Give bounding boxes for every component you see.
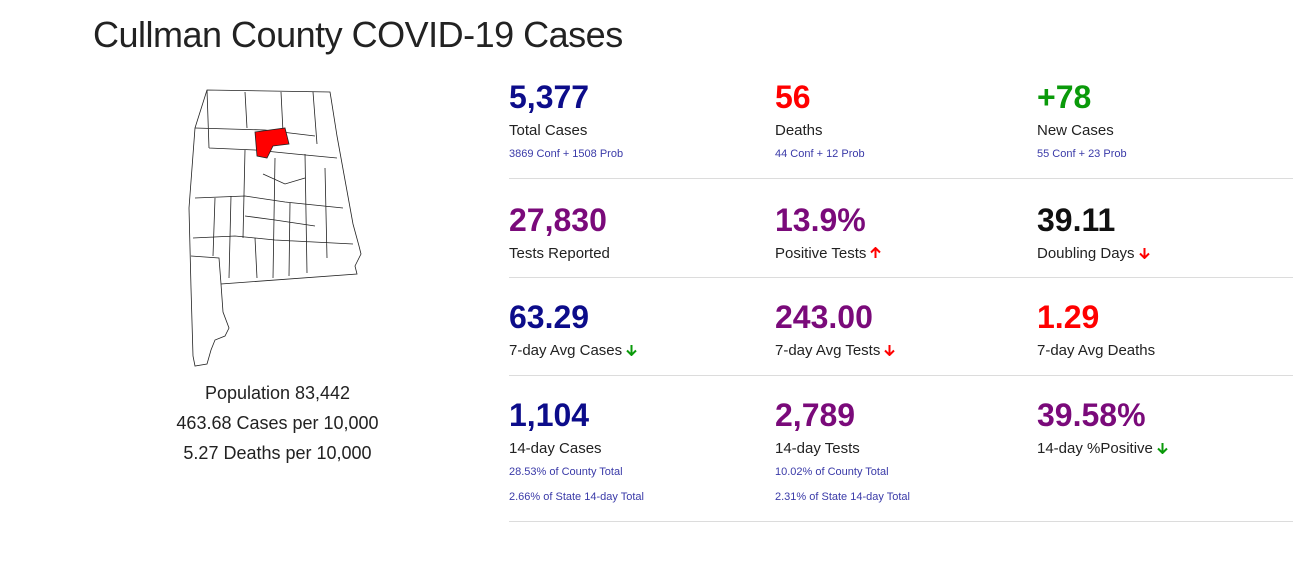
stat-label: Tests Reported [509, 245, 610, 262]
state-outline [188, 89, 362, 367]
stat-sub: 3869 Conf + 1508 Prob [509, 148, 624, 160]
stat-14day-tests: 2,789 14-day Tests 10.02% of County Tota… [775, 394, 910, 503]
stat-value: 27,830 [509, 202, 607, 238]
stat-label: 7-day Avg Deaths [1037, 342, 1156, 359]
down-arrow-icon [626, 345, 637, 356]
stat-sub: 55 Conf + 23 Prob [1037, 148, 1127, 160]
stat-deaths: 56 Deaths 44 Conf + 12 Prob [775, 76, 865, 160]
stat-14day-cases: 1,104 14-day Cases 28.53% of County Tota… [509, 394, 644, 503]
stat-sub: 44 Conf + 12 Prob [775, 148, 865, 160]
stat-label: New Cases [1037, 122, 1114, 139]
stat-7day-avg-deaths: 1.29 7-day Avg Deaths [1037, 296, 1155, 359]
stat-value: 1.29 [1037, 299, 1100, 335]
stat-sub: 28.53% of County Total [509, 466, 623, 478]
page-title: Cullman County COVID-19 Cases [93, 14, 623, 55]
down-arrow-icon [884, 345, 896, 356]
stat-label-wrap: 7-day Avg Tests [775, 342, 896, 359]
stat-label: 7-day Avg Tests [775, 342, 881, 359]
stat-value: 39.58% [1037, 397, 1146, 433]
stat-value: 63.29 [509, 299, 590, 335]
down-arrow-icon [1138, 248, 1150, 259]
stat-total-cases: 5,377 Total Cases 3869 Conf + 1508 Prob [509, 76, 623, 160]
stat-value: 13.9% [775, 202, 866, 238]
stat-label: Doubling Days [1037, 245, 1135, 262]
stat-value: 2,789 [775, 397, 856, 433]
stat-sub: 2.31% of State 14-day Total [775, 491, 910, 503]
stat-label: Deaths [775, 122, 823, 139]
stat-value: +78 [1037, 79, 1092, 115]
stat-label: Total Cases [509, 122, 588, 139]
stat-14day-positive: 39.58% 14-day %Positive [1037, 394, 1169, 457]
stat-positive-tests: 13.9% Positive Tests [775, 199, 882, 262]
stat-label: Positive Tests [775, 245, 867, 262]
stats-row: 1,104 14-day Cases 28.53% of County Tota… [509, 376, 1293, 522]
stat-new-cases: +78 New Cases 55 Conf + 23 Prob [1037, 76, 1127, 160]
up-arrow-icon [870, 247, 882, 258]
county-summary: Population 83,442 463.68 Cases per 10,00… [140, 378, 415, 468]
stat-tests-reported: 27,830 Tests Reported [509, 199, 610, 262]
stat-sub: 10.02% of County Total [775, 466, 889, 478]
deaths-per-10k-text: 5.27 Deaths per 10,000 [183, 443, 372, 463]
stat-7day-avg-tests: 243.00 7-day Avg Tests [775, 296, 896, 359]
down-arrow-icon [1157, 443, 1168, 454]
stat-label: 14-day %Positive [1037, 440, 1153, 457]
stats-grid: 5,377 Total Cases 3869 Conf + 1508 Prob … [509, 76, 1293, 522]
stat-label-wrap: 14-day %Positive [1037, 440, 1169, 457]
stat-label-wrap: Positive Tests [775, 245, 882, 262]
cullman-county [254, 127, 290, 159]
stat-label-wrap: 7-day Avg Cases [509, 342, 638, 359]
stat-value: 5,377 [509, 79, 590, 115]
stat-doubling-days: 39.11 Doubling Days [1037, 199, 1151, 262]
stats-row: 5,377 Total Cases 3869 Conf + 1508 Prob … [509, 76, 1293, 179]
stat-value: 1,104 [509, 397, 590, 433]
stats-row: 63.29 7-day Avg Cases 243.00 7-day Avg T… [509, 278, 1293, 376]
stat-label: 7-day Avg Cases [509, 342, 623, 359]
stat-7day-avg-cases: 63.29 7-day Avg Cases [509, 296, 638, 359]
stat-label-wrap: Doubling Days [1037, 245, 1151, 262]
stat-sub: 2.66% of State 14-day Total [509, 491, 644, 503]
stat-value: 39.11 [1037, 202, 1116, 238]
stat-value: 56 [775, 79, 811, 115]
stat-label: 14-day Cases [509, 440, 602, 457]
stat-value: 243.00 [775, 299, 873, 335]
stats-row: 27,830 Tests Reported 13.9% Positive Tes… [509, 179, 1293, 278]
stat-label: 14-day Tests [775, 440, 860, 457]
population-text: Population 83,442 [204, 383, 351, 403]
cases-per-10k-text: 463.68 Cases per 10,000 [176, 413, 379, 433]
alabama-county-map[interactable] [185, 88, 367, 368]
